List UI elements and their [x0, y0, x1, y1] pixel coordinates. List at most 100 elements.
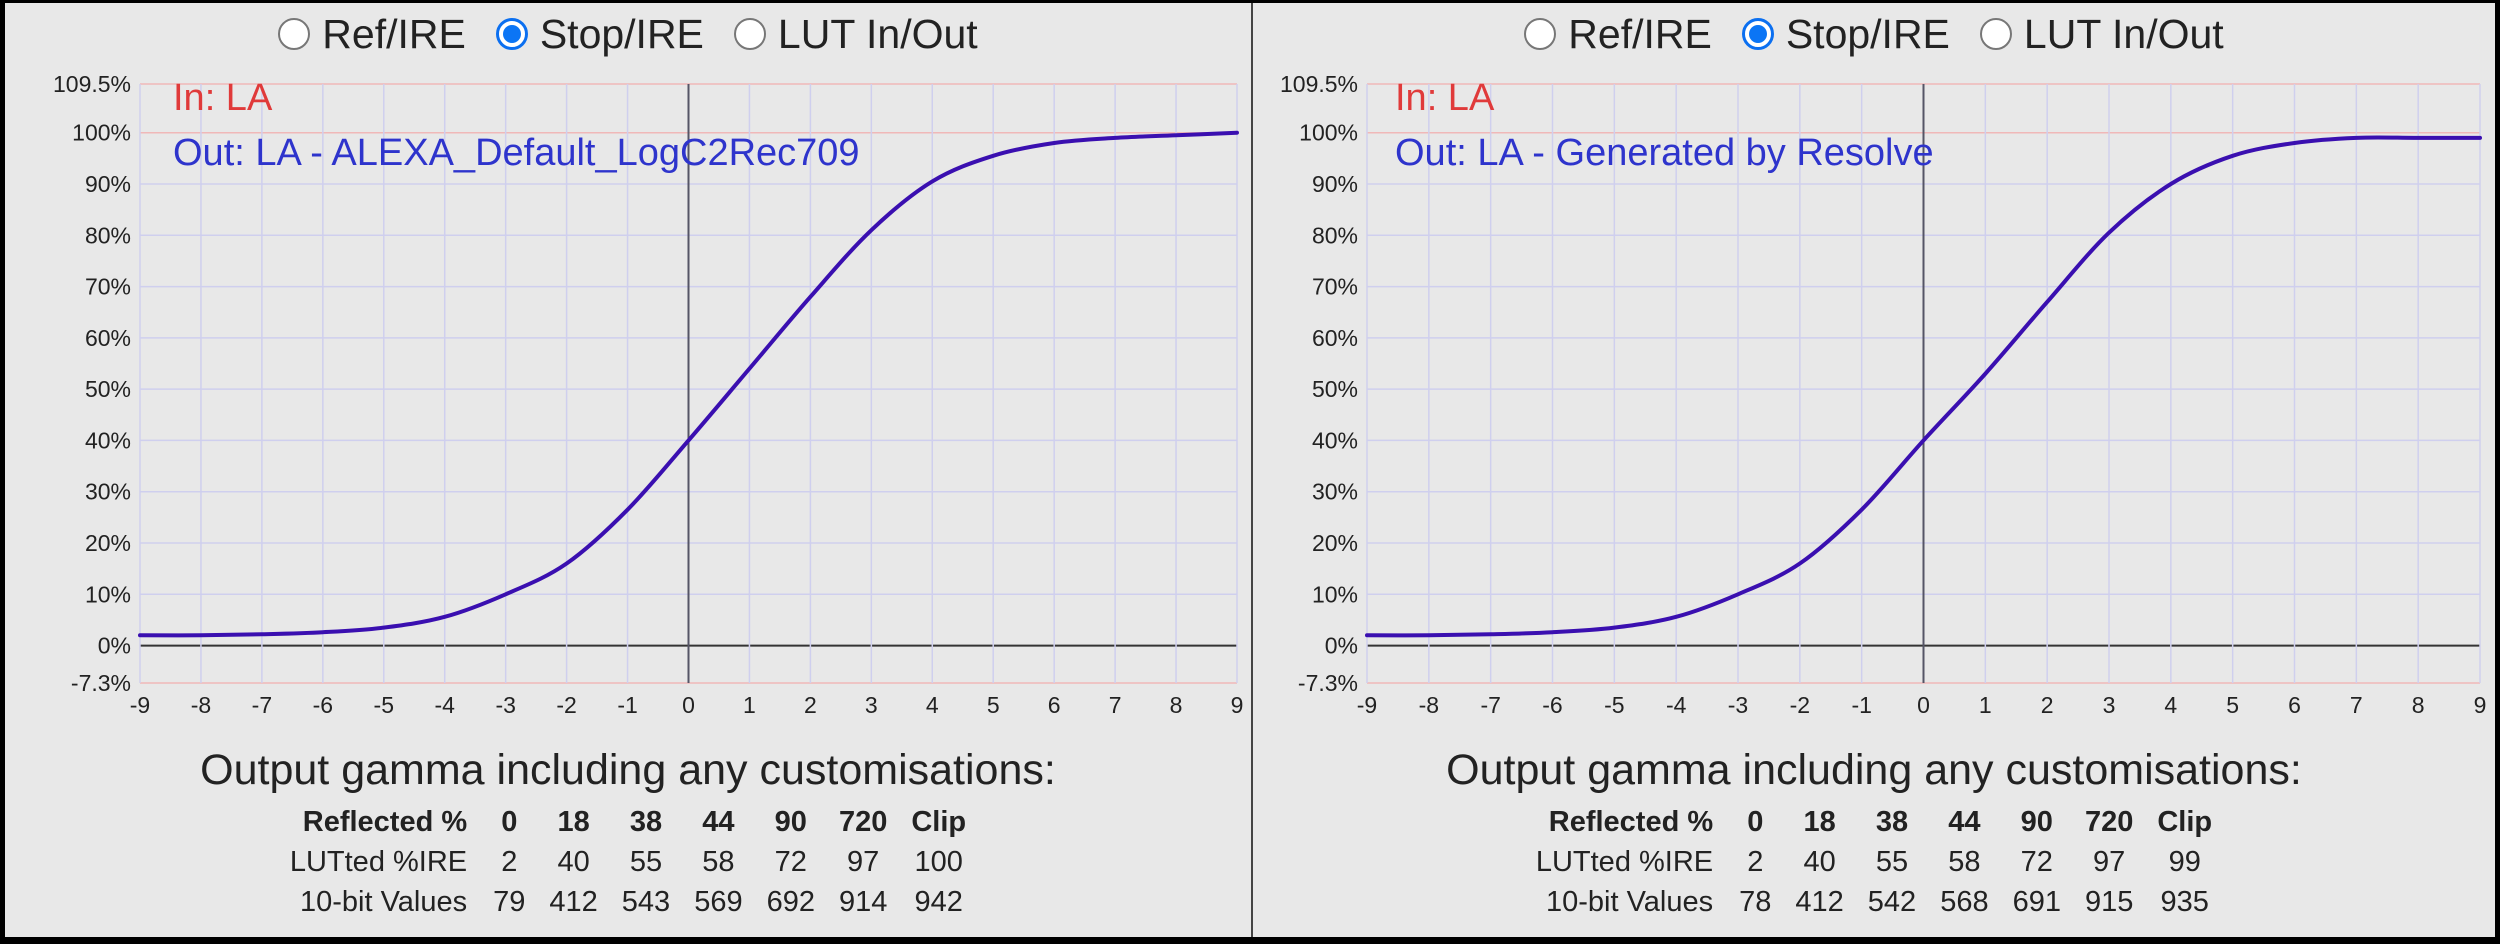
table-cell: 55: [1875, 846, 1909, 878]
table-cell: 72: [774, 846, 807, 878]
x-tick-label: -1: [1851, 692, 1871, 718]
chart-canvas: 109.5% 100% 90% 80% 70% 60% 50% 40% 30% 20% 10% 0% -…: [53, 71, 1243, 718]
table-header-cell: 0: [501, 806, 518, 838]
radio-label: Stop/IRE: [539, 10, 704, 57]
y-tick-label: 50%: [85, 376, 131, 402]
summary-title: Output gamma including any customisation…: [200, 746, 1056, 794]
x-tick-label: -9: [130, 692, 150, 718]
radio-ref-ire[interactable]: Ref/IRE: [1524, 13, 1712, 55]
x-tick-label: 8: [2412, 692, 2425, 718]
table-header-cell: 18: [1803, 806, 1836, 838]
table-row: 10-bit Values 79 412 543 569 692 914 942: [278, 882, 978, 922]
x-tick-label: 1: [1979, 692, 1992, 718]
table-header-cell: 38: [629, 806, 663, 838]
table-cell: 2: [501, 846, 518, 878]
table-cell: 691: [2012, 886, 2061, 918]
y-tick-label: 100%: [72, 120, 131, 146]
x-tick-label: 5: [987, 692, 1000, 718]
x-tick-label: 2: [804, 692, 817, 718]
radio-circle-icon[interactable]: [1979, 18, 2012, 50]
x-tick-label: -8: [191, 692, 211, 718]
x-tick-label: 5: [2226, 692, 2239, 718]
y-tick-label: 20%: [85, 530, 131, 556]
lut-curve: [138, 130, 1239, 638]
gamma-chart-left: 109.5% 100% 90% 80% 70% 60% 50% 40% 30% 20% 10% 0% -…: [5, 3, 1251, 743]
table-header-cell: 720: [838, 806, 888, 838]
panel-divider: [1251, 3, 1253, 937]
table-cell: 58: [1948, 846, 1981, 878]
table-header-row: Reflected % 0 18 38 44 90 720 Clip: [278, 802, 978, 842]
input-label: In: LA: [1395, 77, 1495, 119]
x-tick-label: -2: [556, 692, 576, 718]
y-tick-label: -7.3%: [71, 670, 131, 696]
y-tick-label: 60%: [85, 325, 131, 351]
table-header-cell: 18: [557, 806, 590, 838]
y-tick-label: 109.5%: [53, 71, 131, 97]
table-header-cell: Reflected %: [1548, 806, 1714, 838]
x-tick-label: -6: [1542, 692, 1562, 718]
y-tick-label: 40%: [85, 427, 131, 453]
radio-circle-icon[interactable]: [733, 18, 766, 50]
view-mode-radio-group: Ref/IRE Stop/IRE LUT In/Out: [5, 9, 1251, 59]
app-frame: Ref/IRE Stop/IRE LUT In/Out 109.5% 100% 90…: [5, 3, 2495, 937]
radio-lut-in-out[interactable]: LUT In/Out: [733, 13, 978, 55]
radio-checked-icon[interactable]: [1741, 18, 1774, 50]
x-tick-label: 0: [1917, 692, 1930, 718]
gamma-chart-right: 109.5% 100% 90% 80% 70% 60% 50% 40% 30% 20% 10% 0% -…: [1253, 3, 2495, 743]
table-header-cell: 90: [774, 806, 807, 838]
radio-stop-ire[interactable]: Stop/IRE: [495, 10, 704, 57]
y-tick-label: 20%: [1312, 530, 1358, 556]
chart-canvas: 109.5% 100% 90% 80% 70% 60% 50% 40% 30% 20% 10% 0% -…: [1280, 71, 2487, 718]
table-header-cell: Clip: [911, 806, 967, 838]
radio-circle-icon[interactable]: [278, 18, 311, 50]
x-tick-label: 4: [2164, 692, 2177, 718]
x-tick-label: 7: [2350, 692, 2363, 718]
y-tick-label: 0%: [98, 633, 131, 659]
table-header-cell: 44: [1948, 806, 1981, 838]
x-tick-label: 8: [1170, 692, 1183, 718]
y-tick-label: 100%: [1299, 120, 1358, 146]
radio-checked-icon[interactable]: [495, 18, 528, 50]
table-cell: 72: [2020, 846, 2053, 878]
x-tick-label: 4: [926, 692, 939, 718]
y-tick-label: -7.3%: [1298, 670, 1358, 696]
gamma-table: Reflected % 0 18 38 44 90 720 Clip LUTte…: [1524, 802, 2224, 922]
table-cell: 40: [1803, 846, 1836, 878]
x-tick-label: -8: [1419, 692, 1439, 718]
y-tick-label: 70%: [1312, 274, 1358, 300]
x-tick-label: 7: [1109, 692, 1122, 718]
table-header-cell: Clip: [2157, 806, 2213, 838]
radio-lut-in-out[interactable]: LUT In/Out: [1979, 10, 2224, 57]
radio-stop-ire[interactable]: Stop/IRE: [1741, 10, 1950, 57]
table-row-label: LUTted %IRE: [1535, 846, 1714, 878]
x-tick-label: -3: [1728, 692, 1748, 718]
table-cell: 569: [694, 886, 743, 918]
table-cell: 412: [549, 886, 598, 918]
y-tick-label: 60%: [1312, 325, 1358, 351]
x-tick-label: -1: [617, 692, 637, 718]
radio-label: Ref/IRE: [322, 10, 466, 57]
radio-circle-icon[interactable]: [1524, 18, 1557, 50]
radio-label: LUT In/Out: [2023, 10, 2224, 57]
x-tick-label: 3: [2103, 692, 2116, 718]
table-cell: 78: [1739, 886, 1772, 918]
x-tick-label: -6: [313, 692, 333, 718]
summary-right: Output gamma including any customisation…: [1253, 743, 2495, 922]
y-tick-label: 80%: [85, 222, 131, 248]
table-cell: 412: [1795, 886, 1844, 918]
radio-ref-ire[interactable]: Ref/IRE: [278, 10, 466, 57]
x-tick-label: 9: [2474, 692, 2487, 718]
table-cell: 543: [621, 886, 671, 918]
x-tick-label: 6: [1048, 692, 1061, 718]
x-tick-label: 1: [743, 692, 756, 718]
table-cell: 935: [2160, 886, 2209, 918]
table-header-cell: 90: [2020, 806, 2053, 838]
table-header-cell: 720: [2084, 806, 2134, 838]
panel-right: Ref/IRE Stop/IRE LUT In/Out 109.5% 100% 90…: [1253, 3, 2495, 937]
x-tick-label: -3: [495, 692, 515, 718]
output-label: Out: LA - ALEXA_Default_LogC2Rec709: [173, 132, 860, 174]
input-label: In: LA: [173, 77, 273, 119]
x-tick-label: 3: [865, 692, 878, 718]
y-tick-label: 30%: [1312, 479, 1358, 505]
radio-label: Stop/IRE: [1785, 10, 1950, 57]
